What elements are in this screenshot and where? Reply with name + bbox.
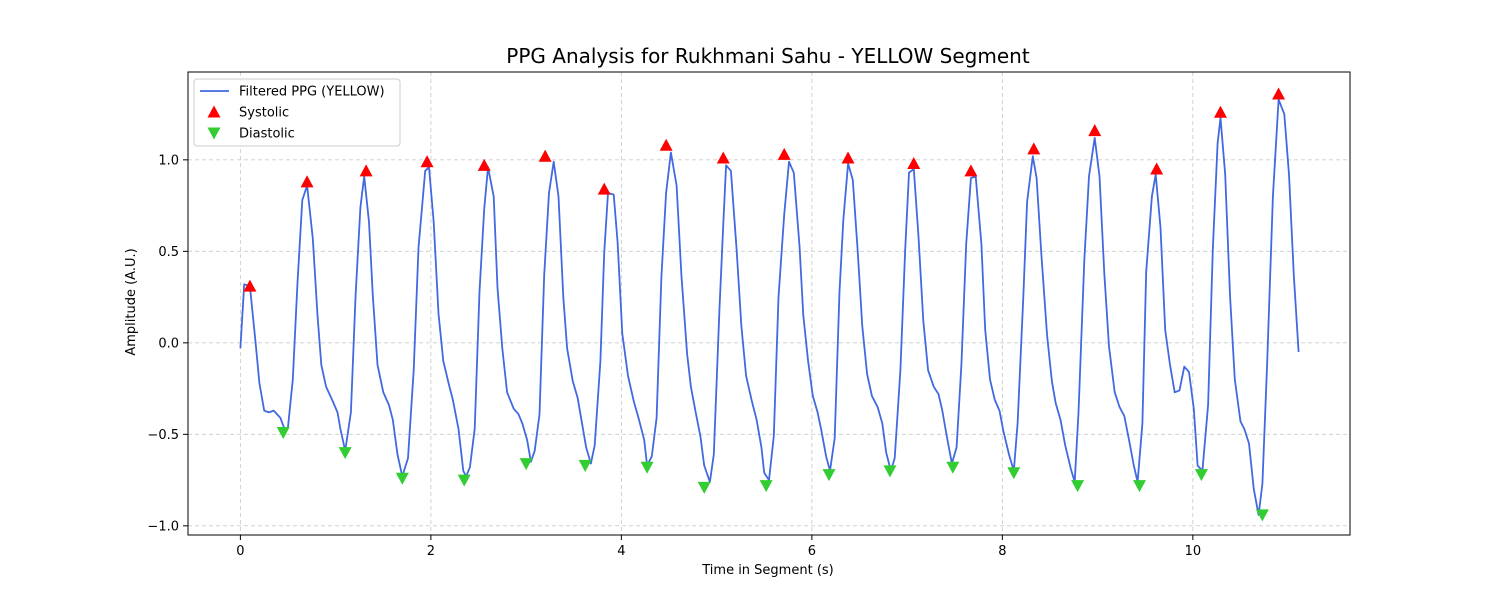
x-tick-label: 0 [236,544,244,559]
systolic-peak-marker [716,151,730,164]
diastolic-trough-marker [1194,469,1208,482]
systolic-peak-marker [597,182,611,195]
x-tick-label: 10 [1185,544,1202,559]
y-axis: −1.0 −0.5 0.0 0.5 1.0 [147,153,188,534]
chart-title: PPG Analysis for Rukhmani Sahu - YELLOW … [506,44,1030,68]
legend-label: Diastolic [239,127,295,142]
systolic-peak-marker [477,158,491,171]
diastolic-trough-marker [822,469,836,482]
diastolic-trough-marker [1007,467,1021,480]
y-tick-label: 0.5 [158,245,179,260]
diastolic-trough-marker [338,447,352,460]
x-tick-label: 6 [808,544,816,559]
systolic-peak-marker [1150,162,1164,175]
x-tick-label: 4 [617,544,625,559]
diastolic-trough-marker [883,465,897,478]
plot-area [239,87,1300,522]
diastolic-trough-marker [1133,480,1147,493]
systolic-peak-marker [964,164,978,177]
diastolic-trough-marker [519,458,533,471]
y-tick-label: −1.0 [147,519,179,534]
systolic-peak-marker [1027,142,1041,155]
legend: Filtered PPG (YELLOW) Systolic Diastolic [193,78,401,147]
systolic-peak-marker [1213,105,1227,118]
systolic-peak-marker [538,149,552,162]
diastolic-trough-marker [640,461,654,474]
diastolic-trough-marker [697,481,711,494]
systolic-peak-marker [659,138,673,151]
legend-label: Filtered PPG (YELLOW) [239,85,385,100]
diastolic-trough-marker [1255,509,1269,522]
systolic-peak-marker [777,147,791,160]
y-tick-label: −0.5 [147,428,179,443]
diastolic-trough-marker [578,459,592,472]
systolic-peak-marker [243,279,257,292]
x-axis: 0 2 4 6 8 10 [236,535,1201,559]
diastolic-trough-marker [1071,480,1085,493]
y-tick-label: 0.0 [158,336,179,351]
systolic-peak-marker [1088,124,1102,137]
legend-box [193,78,401,147]
diastolic-trough-marker [457,474,471,487]
systolic-peak-marker [420,155,434,168]
axes-frame [187,71,1351,536]
diastolic-trough-marker [759,480,773,493]
y-tick-label: 1.0 [158,153,179,168]
x-tick-label: 2 [427,544,435,559]
systolic-peak-marker [841,151,855,164]
legend-diastolic-swatch [207,127,221,140]
systolic-peak-marker [907,157,921,170]
x-tick-label: 8 [998,544,1006,559]
systolic-peak-marker [1272,87,1286,100]
legend-systolic-swatch [207,105,221,118]
x-axis-label: Time in Segment (s) [701,563,833,578]
diastolic-trough-marker [276,426,290,440]
legend-label: Systolic [239,106,289,121]
y-axis-label: Amplitude (A.U.) [124,248,139,355]
systolic-peak-marker [359,164,373,177]
diastolic-trough-marker [946,461,960,474]
systolic-peak-marker [300,175,314,188]
diastolic-trough-marker [395,472,409,485]
